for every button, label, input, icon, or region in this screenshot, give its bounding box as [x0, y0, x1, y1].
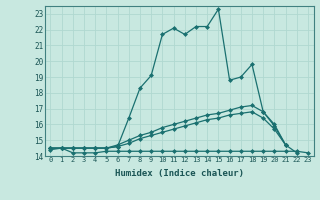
- X-axis label: Humidex (Indice chaleur): Humidex (Indice chaleur): [115, 169, 244, 178]
